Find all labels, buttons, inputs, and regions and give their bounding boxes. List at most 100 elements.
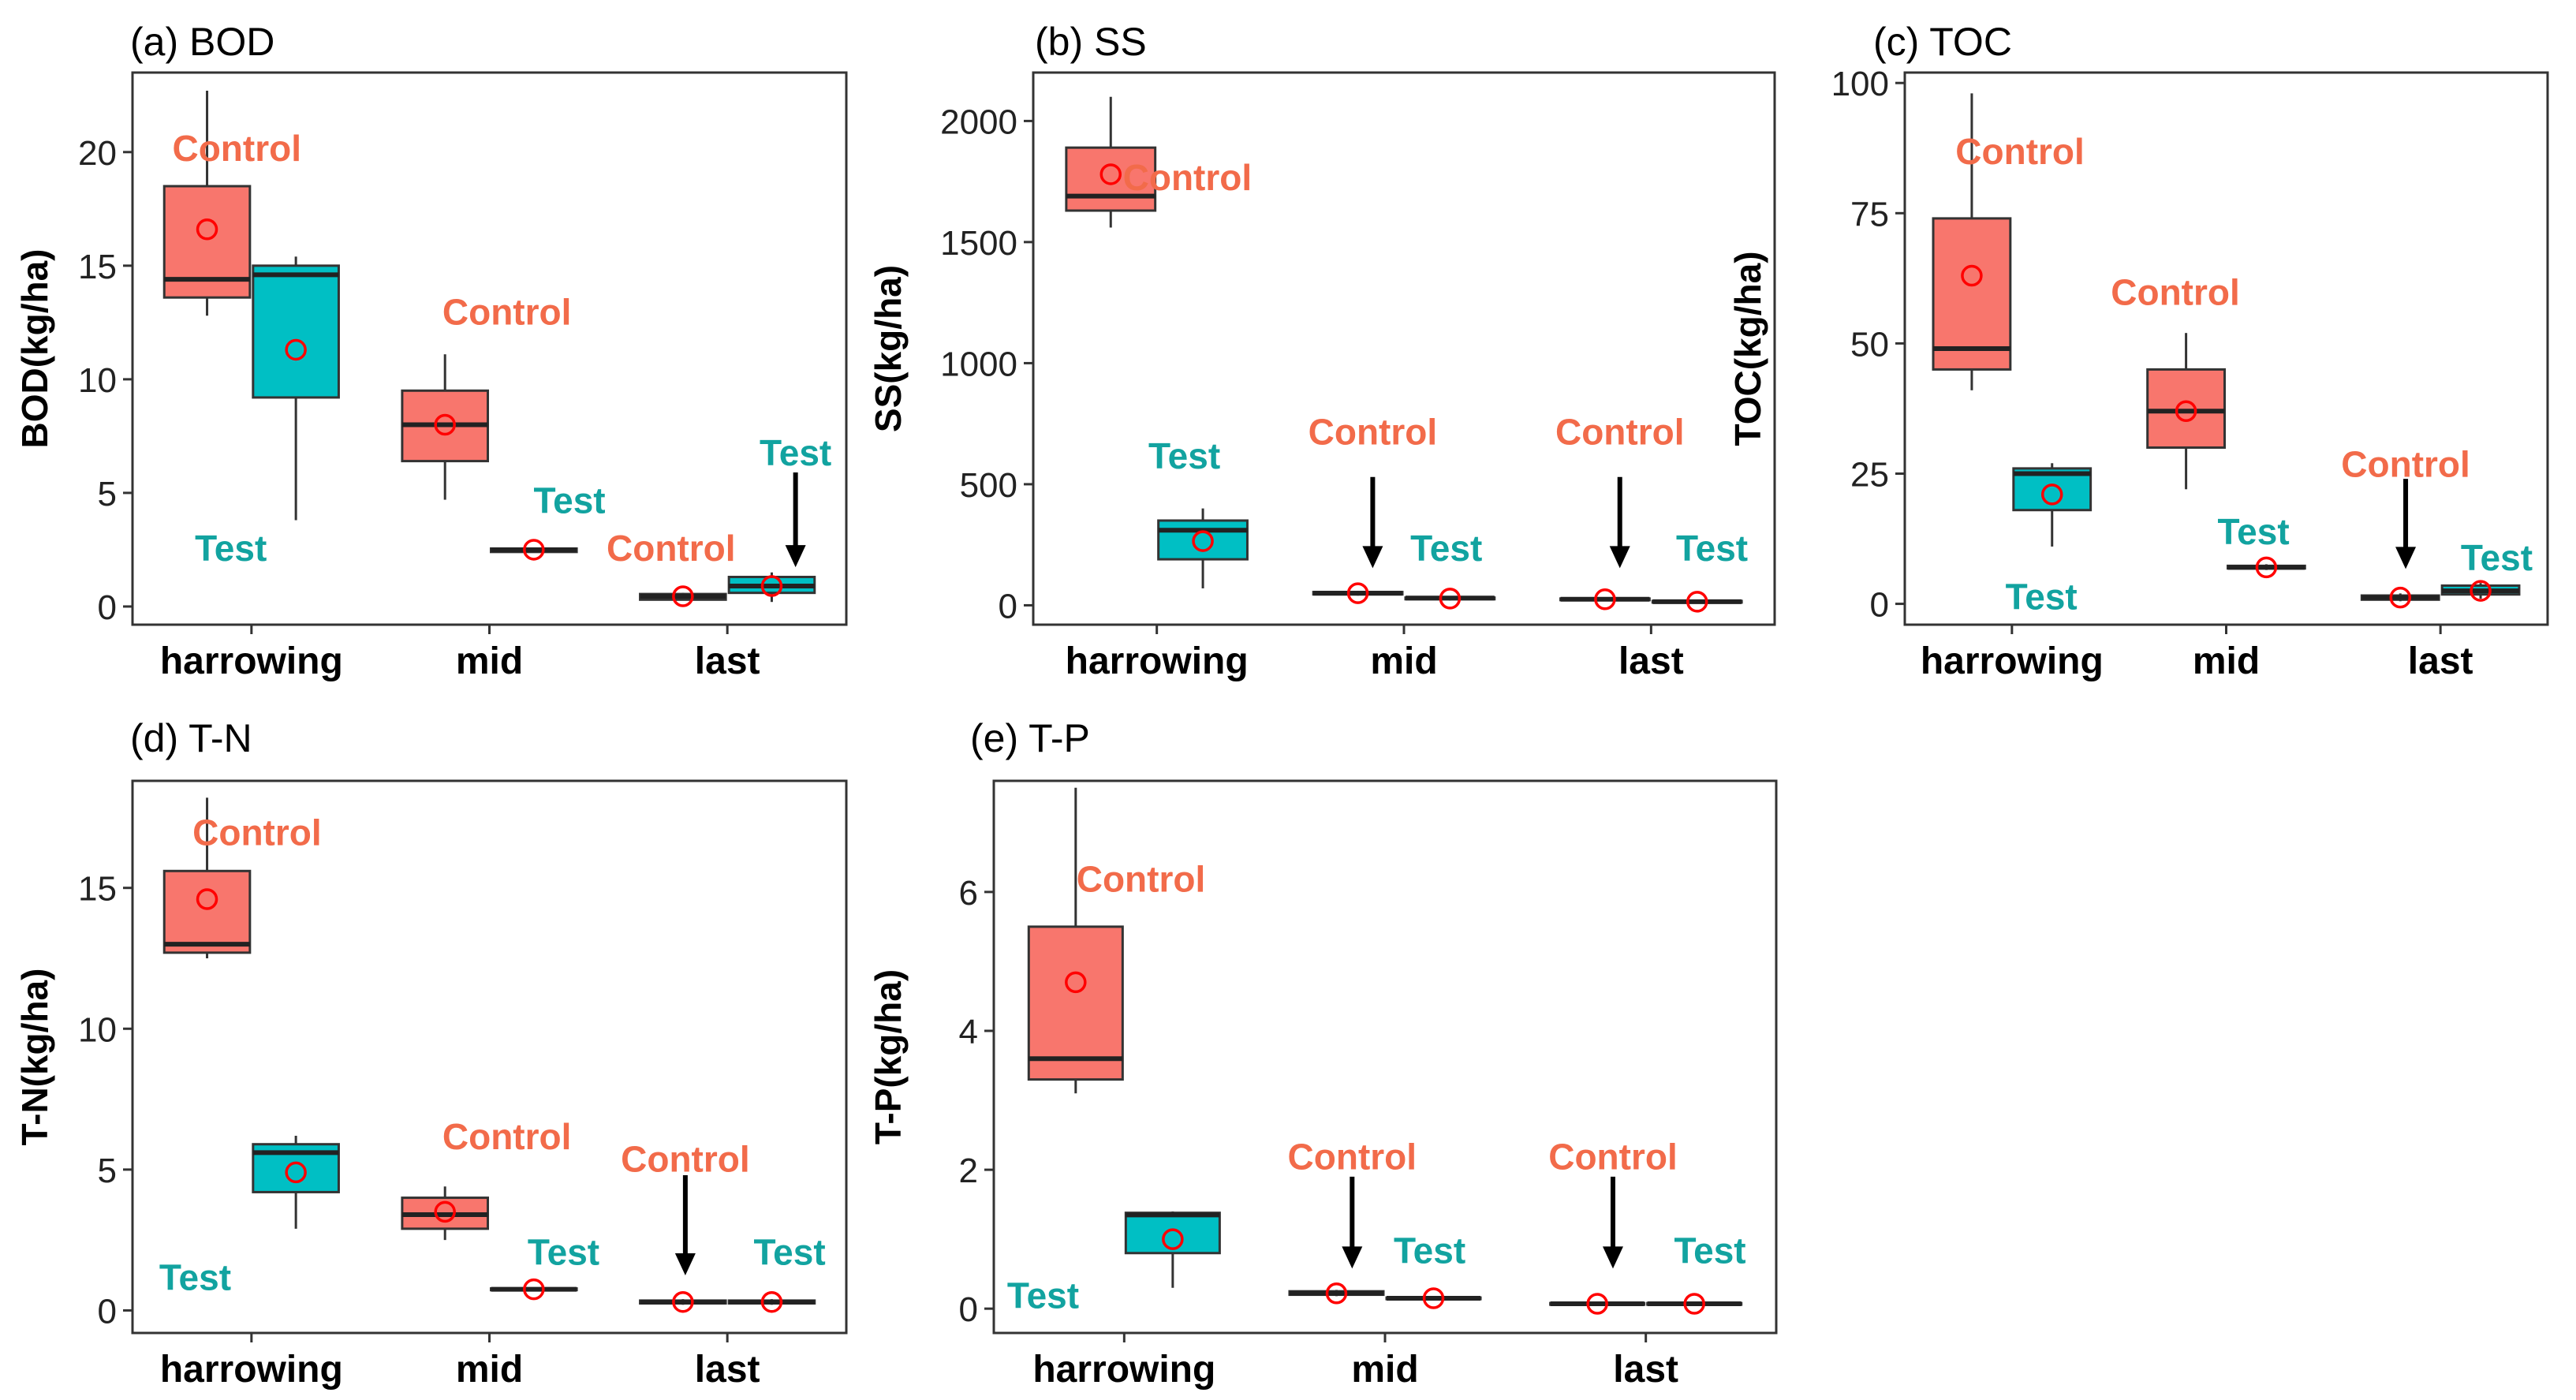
y-axis-label: T-N(kg/ha) bbox=[14, 969, 55, 1146]
test-box-last bbox=[2440, 580, 2521, 602]
mean-marker bbox=[2389, 586, 2412, 609]
control-annotation: Control bbox=[1123, 157, 1253, 198]
control-annotation: Control bbox=[607, 528, 736, 569]
x-tick-label: harrowing bbox=[1921, 640, 2104, 682]
y-tick-label: 2 bbox=[959, 1152, 978, 1190]
mean-marker bbox=[2255, 556, 2278, 579]
test-box-last bbox=[1651, 591, 1743, 613]
panel-title: (a) BOD bbox=[130, 20, 275, 64]
control-box-harrowing bbox=[1027, 787, 1124, 1094]
test-box-mid bbox=[2227, 556, 2306, 579]
y-tick-label: 2000 bbox=[940, 103, 1017, 141]
test-annotation: Test bbox=[2218, 511, 2290, 552]
y-tick-label: 0 bbox=[959, 1290, 978, 1329]
control-annotation: Control bbox=[442, 291, 572, 332]
test-box-harrowing bbox=[252, 1136, 340, 1229]
control-annotation: Control bbox=[2111, 271, 2240, 312]
y-axis-label: T-P(kg/ha) bbox=[868, 969, 909, 1144]
test-annotation: Test bbox=[1674, 1230, 1745, 1271]
ss-boxplot: 0 500 1000 1500 2000 SS(kg/ha) harrowing mid las… bbox=[868, 71, 1776, 682]
y-tick-label: 1500 bbox=[940, 224, 1017, 263]
mean-marker bbox=[1683, 1293, 1705, 1315]
test-annotation: Test bbox=[2461, 537, 2533, 578]
panel-tn: (d) T-N 0 5 10 15 T-N(kg/ha) harrowing mid last… bbox=[0, 698, 868, 1400]
y-tick-label: 1000 bbox=[940, 345, 1017, 383]
test-box-harrowing bbox=[1124, 1211, 1221, 1288]
test-annotation: Test bbox=[1394, 1230, 1465, 1271]
y-tick-label: 15 bbox=[78, 870, 117, 909]
control-box-last bbox=[2360, 586, 2440, 609]
control-box-last bbox=[639, 1290, 727, 1313]
y-tick-label: 10 bbox=[78, 1010, 117, 1049]
test-annotation: Test bbox=[1148, 435, 1220, 476]
control-annotation: Control bbox=[621, 1139, 750, 1180]
test-annotation: Test bbox=[1007, 1275, 1079, 1316]
x-tick-label: mid bbox=[456, 1349, 523, 1391]
test-annotation: Test bbox=[760, 432, 831, 473]
control-annotation: Control bbox=[2341, 443, 2470, 484]
control-box-mid bbox=[401, 1186, 489, 1241]
mean-marker bbox=[1346, 582, 1369, 604]
x-tick-label: mid bbox=[456, 640, 523, 682]
x-tick-label: last bbox=[695, 1349, 760, 1391]
mean-marker bbox=[672, 585, 694, 607]
plot-frame bbox=[131, 779, 848, 1335]
control-box-mid bbox=[2146, 333, 2227, 490]
panel-title: (e) T-P bbox=[970, 716, 1090, 760]
panel-title: (d) T-N bbox=[130, 716, 252, 760]
control-annotation: Control bbox=[1077, 858, 1206, 899]
mean-marker bbox=[2470, 580, 2492, 602]
y-tick-label: 0 bbox=[98, 588, 117, 627]
test-annotation: Test bbox=[533, 480, 605, 521]
y-tick-label: 10 bbox=[78, 361, 117, 400]
annotation-arrow-head bbox=[785, 545, 806, 568]
panel-tp: (e) T-P 0 2 4 6 T-P(kg/ha) harrowing mid last Co… bbox=[868, 698, 1778, 1400]
mean-marker bbox=[196, 888, 218, 910]
test-box-harrowing bbox=[2012, 463, 2093, 547]
x-tick-label: last bbox=[695, 640, 760, 682]
test-annotation: Test bbox=[1410, 528, 1482, 569]
test-annotation: Test bbox=[1676, 528, 1748, 569]
test-box-mid bbox=[490, 1278, 578, 1301]
mean-marker bbox=[523, 539, 545, 561]
control-box-mid bbox=[401, 354, 489, 500]
y-tick-label: 15 bbox=[78, 248, 117, 286]
control-annotation: Control bbox=[442, 1116, 572, 1157]
test-box-mid bbox=[1385, 1287, 1482, 1309]
mean-marker bbox=[434, 413, 456, 436]
iqr-box bbox=[252, 264, 340, 399]
control-annotation: Control bbox=[1288, 1136, 1417, 1177]
y-tick-label: 25 bbox=[1850, 455, 1889, 494]
iqr-box bbox=[162, 869, 252, 954]
panel-title: (c) TOC bbox=[1873, 20, 2012, 64]
x-tick-label: last bbox=[2408, 640, 2473, 682]
annotation-arrow-head bbox=[1342, 1246, 1363, 1269]
toc-boxplot: 0 25 50 75 100 TOC(kg/ha) harrowing mid last Cont… bbox=[1727, 65, 2549, 682]
control-box-last bbox=[639, 585, 727, 607]
panel-bod: (a) BOD 0 5 10 15 20 BOD(kg/ha) harrowing mid la… bbox=[0, 0, 868, 694]
y-tick-label: 0 bbox=[1870, 586, 1889, 625]
control-annotation: Control bbox=[172, 128, 301, 169]
control-annotation: Control bbox=[1955, 131, 2085, 172]
panel-ss: (b) SS 0 500 1000 1500 2000 SS(kg/ha) harrowin… bbox=[868, 0, 1776, 694]
mean-marker bbox=[1192, 530, 1214, 552]
annotation-arrow-head bbox=[1362, 546, 1383, 569]
test-box-last bbox=[1646, 1293, 1743, 1315]
control-box-last bbox=[1549, 1293, 1646, 1315]
mean-marker bbox=[1594, 588, 1616, 610]
control-box-mid bbox=[1312, 582, 1404, 604]
x-tick-label: harrowing bbox=[1066, 640, 1249, 682]
mean-marker bbox=[2175, 400, 2197, 422]
mean-marker bbox=[1439, 588, 1462, 610]
control-box-harrowing bbox=[162, 91, 252, 316]
control-annotation: Control bbox=[192, 812, 322, 853]
iqr-box bbox=[2146, 368, 2227, 449]
mean-marker bbox=[1686, 591, 1708, 613]
test-box-last bbox=[727, 1290, 816, 1313]
mean-marker bbox=[1325, 1282, 1348, 1305]
mean-marker bbox=[760, 575, 783, 597]
control-annotation: Control bbox=[1548, 1136, 1678, 1177]
control-box-harrowing bbox=[162, 797, 252, 958]
x-tick-label: harrowing bbox=[1032, 1349, 1215, 1391]
control-box-mid bbox=[1288, 1282, 1385, 1305]
